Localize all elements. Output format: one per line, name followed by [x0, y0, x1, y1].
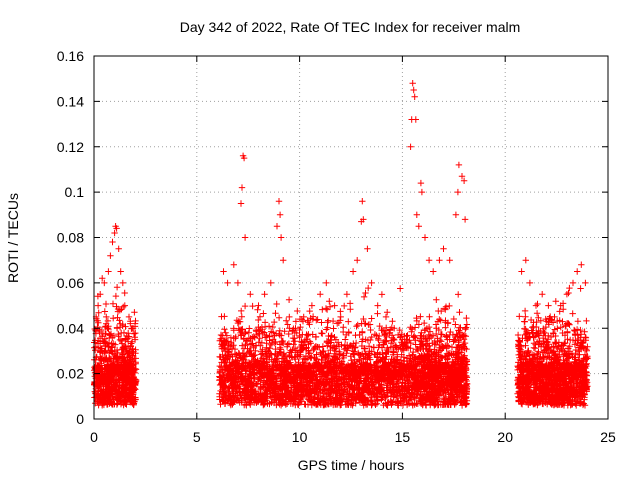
y-tick-label: 0.14: [57, 93, 84, 109]
x-tick-label: 5: [193, 429, 201, 445]
y-axis-label: ROTI / TECUs: [5, 193, 21, 283]
x-tick-label: 10: [292, 429, 308, 445]
y-tick-label: 0.16: [57, 48, 84, 64]
y-tick-label: 0.12: [57, 139, 84, 155]
y-tick-label: 0.08: [57, 230, 84, 246]
x-tick-label: 15: [395, 429, 411, 445]
x-tick-label: 25: [600, 429, 616, 445]
scatter-markers: [91, 80, 591, 409]
y-tick-label: 0.02: [57, 366, 84, 382]
y-tick-label: 0.1: [65, 184, 85, 200]
data-points: [91, 80, 591, 409]
y-tick-label: 0: [76, 411, 84, 427]
x-axis-label: GPS time / hours: [298, 457, 405, 473]
axis-ticks: 0 5 10 15 20 25 0 0.02 0.04 0.06 0.08 0.1 0.12 0.14 0.…: [57, 48, 616, 445]
x-tick-label: 0: [90, 429, 98, 445]
chart-title: Day 342 of 2022, Rate Of TEC Index for r…: [180, 19, 521, 35]
y-tick-label: 0.04: [57, 320, 84, 336]
x-tick-label: 20: [497, 429, 513, 445]
y-tick-label: 0.06: [57, 275, 84, 291]
